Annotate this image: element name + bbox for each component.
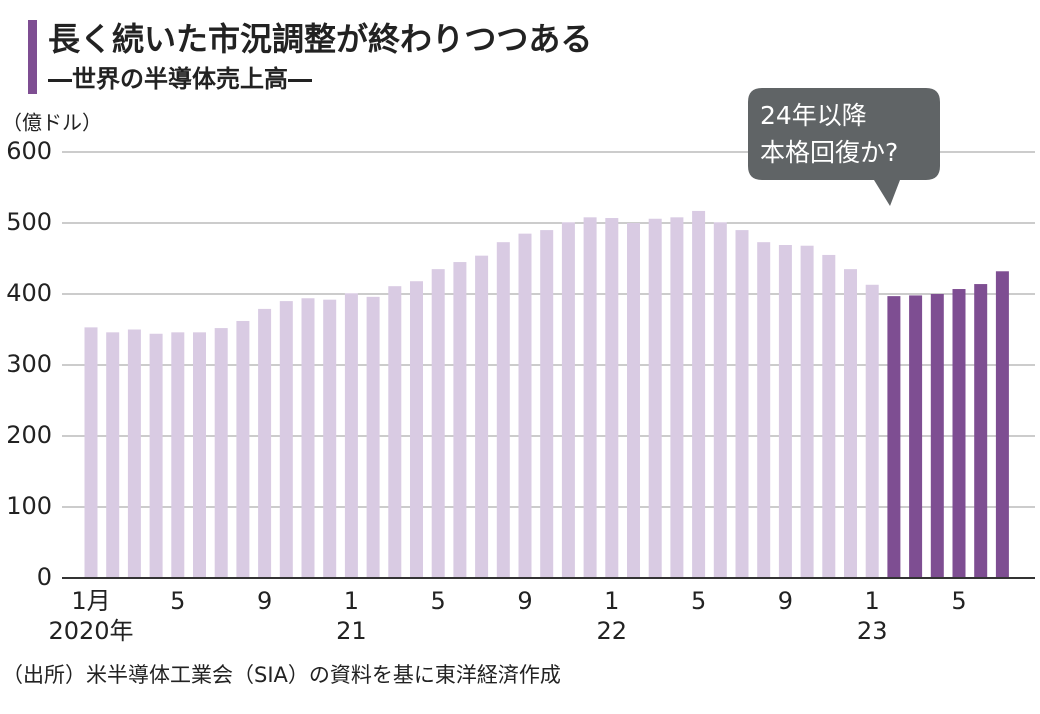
bar xyxy=(865,284,879,578)
bar xyxy=(410,281,423,578)
bar xyxy=(236,320,250,578)
bubble-shape xyxy=(748,88,940,206)
y-tick-label: 100 xyxy=(6,492,52,520)
bar xyxy=(822,254,836,578)
bar xyxy=(800,245,814,578)
x-tick-label: 1 xyxy=(604,587,619,615)
bar xyxy=(149,333,163,578)
y-tick-label: 400 xyxy=(6,279,52,307)
x-year-label: 22 xyxy=(597,617,628,645)
y-tick-label: 500 xyxy=(6,208,52,236)
bar xyxy=(735,230,749,578)
source: （出所）米半導体工業会（SIA）の資料を基に東洋経済作成 xyxy=(2,663,561,687)
bar xyxy=(930,294,944,578)
bar xyxy=(540,230,554,578)
x-tick-label: 5 xyxy=(170,587,185,615)
bar xyxy=(909,295,923,578)
x-tick-label: 1月 xyxy=(71,587,110,615)
bar xyxy=(193,332,206,578)
x-year-label: 2020年 xyxy=(48,617,133,645)
bar xyxy=(887,296,901,578)
bar xyxy=(952,289,966,578)
y-tick-label: 600 xyxy=(6,137,52,165)
bar xyxy=(475,255,489,578)
bar xyxy=(301,298,315,578)
y-tick-label: 0 xyxy=(37,563,52,591)
bar xyxy=(713,222,727,579)
bar xyxy=(974,284,988,578)
bar xyxy=(778,245,792,578)
x-tick-label: 1 xyxy=(865,587,880,615)
bar xyxy=(323,299,337,578)
x-year-label: 23 xyxy=(857,617,888,645)
bar xyxy=(496,242,510,579)
bar xyxy=(214,328,228,578)
x-tick-label: 9 xyxy=(257,587,272,615)
bar xyxy=(258,308,272,578)
bar xyxy=(84,327,98,578)
x-tick-label: 9 xyxy=(517,587,532,615)
x-tick-label: 5 xyxy=(431,587,446,615)
chart-title: 長く続いた市況調整が終わりつつある xyxy=(48,20,592,58)
bar xyxy=(388,286,402,578)
x-year-label: 21 xyxy=(336,617,367,645)
bar xyxy=(757,242,771,579)
annotation-bubble: 24年以降 本格回復か? xyxy=(748,88,940,206)
bar xyxy=(561,222,575,579)
bar xyxy=(648,218,662,579)
bar xyxy=(692,210,706,578)
x-tick-label: 1 xyxy=(344,587,359,615)
x-tick-label: 5 xyxy=(691,587,706,615)
annotation-line: 本格回復か? xyxy=(760,138,898,167)
bar xyxy=(106,332,120,578)
bar xyxy=(431,269,445,578)
bar xyxy=(171,332,185,578)
bar xyxy=(995,271,1009,578)
chart-subtitle: ―世界の半導体売上高― xyxy=(48,65,312,93)
bar xyxy=(453,262,467,578)
bar xyxy=(844,269,857,578)
bar xyxy=(627,223,640,578)
annotation-line: 24年以降 xyxy=(760,101,867,130)
bar xyxy=(344,293,358,578)
bar xyxy=(583,217,597,578)
bar xyxy=(279,301,293,578)
bar xyxy=(605,218,619,578)
x-tick-label: 9 xyxy=(778,587,793,615)
title-accent xyxy=(28,20,37,94)
x-tick-label: 5 xyxy=(951,587,966,615)
y-unit: （億ドル） xyxy=(2,111,102,135)
y-tick-label: 200 xyxy=(6,421,52,449)
bar xyxy=(518,233,532,578)
bar xyxy=(127,329,141,578)
bar xyxy=(366,296,380,578)
bar xyxy=(670,217,684,578)
y-tick-label: 300 xyxy=(6,350,52,378)
